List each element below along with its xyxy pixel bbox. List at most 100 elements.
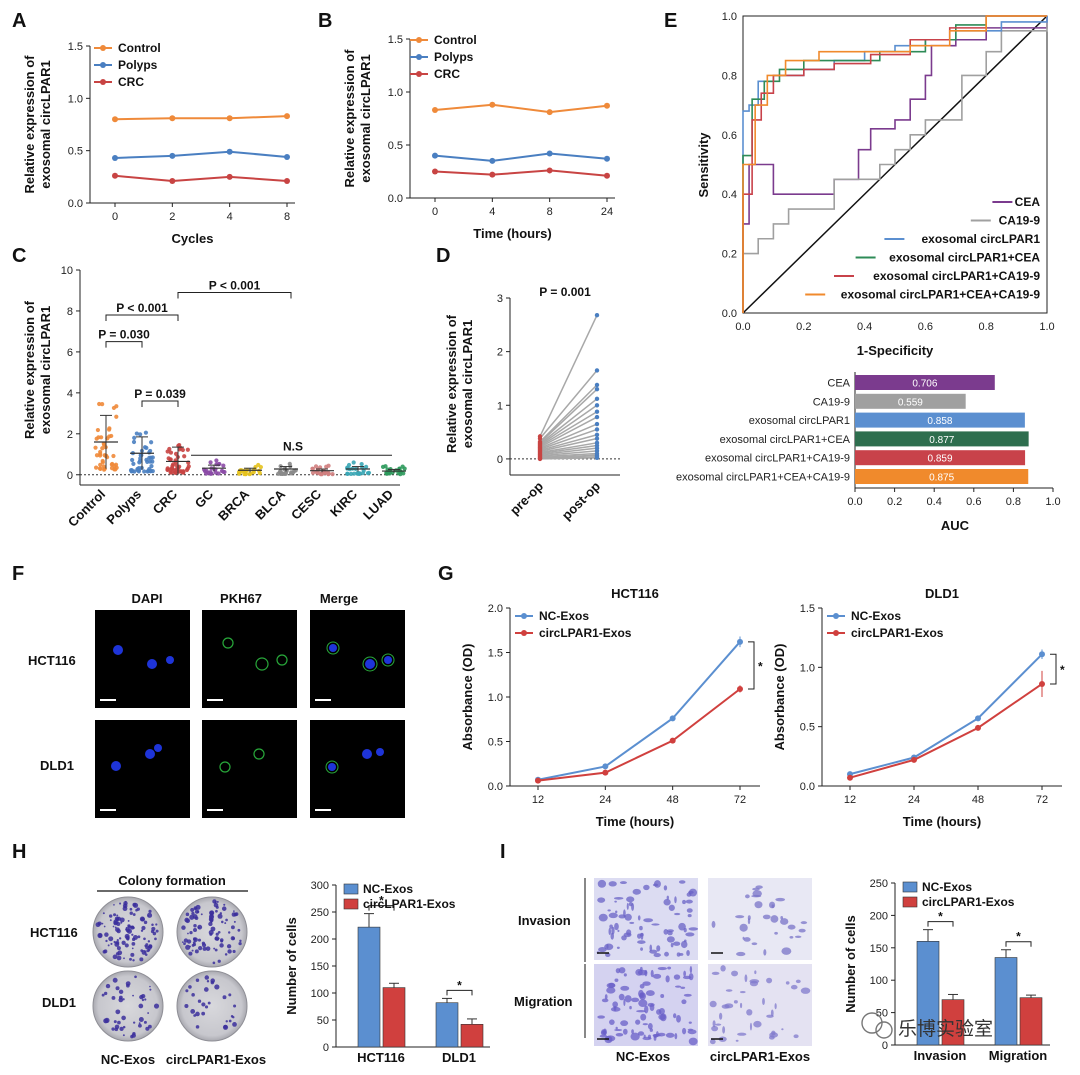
transwell-cell [711, 1025, 719, 1032]
transwell-cell [653, 953, 661, 958]
c-point-control [100, 460, 105, 465]
panel-g1-legend-marker-0 [521, 613, 527, 619]
colony-dot [122, 1025, 126, 1029]
panel-b-series-line-control [434, 103, 608, 114]
d-y-tick-label: 2 [497, 347, 503, 359]
colony-dot [151, 923, 154, 926]
c-point-polyps [142, 469, 147, 474]
panel-h-colony-images: Colony formation HCT116 DLD1 NC-Exos cir… [30, 873, 266, 1067]
wechat-icon-inner [875, 1021, 893, 1039]
panel-i-chart-sig-star-1: * [1016, 930, 1021, 944]
c-point-polyps [135, 467, 140, 472]
colony-dot [228, 1019, 232, 1023]
c-point-control [97, 401, 102, 407]
e2-category-label-3: exosomal circLPAR1+CEA [720, 434, 851, 446]
transwell-cell [664, 951, 669, 957]
f-dapi-nuclei [111, 645, 174, 771]
colony-dot [116, 914, 119, 917]
c-point-polyps [143, 430, 149, 435]
colony-dot [225, 1020, 228, 1023]
panel-h-chart-y-tick-label: 50 [317, 1015, 329, 1027]
colony-dot [101, 993, 105, 997]
transwell-cell [632, 888, 641, 895]
d-pair-line [539, 428, 598, 450]
c-y-label: Relative expression ofexosomal circLPAR1 [22, 300, 53, 439]
panel-h-chart-x-label-dld1: DLD1 [442, 1050, 476, 1065]
c-point-crc [168, 457, 173, 462]
transwell-cell [781, 947, 792, 955]
f-image-dld1-merge [310, 720, 405, 818]
colony-dot [187, 932, 189, 935]
colony-dot [205, 946, 211, 951]
panel-a-y-tick-label: 1.0 [68, 93, 83, 105]
d-pair-line [539, 423, 598, 449]
colony-dot [224, 953, 228, 956]
d-pair-line [539, 437, 598, 453]
c-point-control [98, 462, 103, 467]
d-point-post [594, 312, 600, 318]
colony-dot [231, 912, 237, 917]
colony-dot [198, 945, 203, 951]
d-pair-line [539, 388, 598, 444]
transwell-cell [739, 1002, 743, 1009]
panel-b-point-crc [604, 172, 610, 179]
transwell-cell [763, 949, 767, 956]
transwell-cell [673, 974, 681, 980]
i-row-migration: Migration [514, 994, 573, 1009]
transwell-cell [656, 945, 661, 952]
d-y-tick-label: 0 [497, 454, 503, 466]
c-y-tick-label: 8 [67, 306, 73, 318]
colony-dot [195, 978, 200, 982]
transwell-cell [608, 982, 616, 988]
d-point-post [594, 432, 600, 437]
colony-dot [204, 975, 210, 980]
transwell-cell [611, 926, 615, 935]
panel-b-series-line-polyps [434, 152, 608, 162]
colony-dot [97, 932, 103, 939]
colony-dot [148, 949, 151, 952]
i-image-invasion-lpar [708, 878, 812, 960]
panel-a-x-label: Cycles [172, 231, 214, 246]
panel-i-chart-legend-swatch-1 [902, 896, 918, 908]
panel-i-chart-y-tick-label: 200 [870, 910, 888, 922]
panel-b-point-polyps [489, 157, 496, 164]
colony-dot [102, 912, 105, 915]
transwell-cell [686, 908, 693, 913]
panel-g1-x-tick-label: 72 [734, 794, 746, 806]
transwell-cell [736, 951, 746, 957]
c-bracket-control-crc [105, 314, 179, 322]
panel-g1-title: HCT116 [611, 586, 659, 601]
transwell-cell [666, 936, 675, 943]
panel-d-paired-chart: 0 1 2 3 P = 0.001 Relative expression ofexoso… [444, 285, 620, 523]
transwell-cell [688, 1037, 698, 1046]
colony-dot [116, 929, 121, 934]
panel-b-point-control [489, 101, 496, 108]
panel-letter-e: E [664, 10, 677, 32]
colony-dot [181, 941, 184, 943]
c-point-polyps [147, 450, 152, 455]
colony-dot [220, 939, 224, 943]
panel-a-y-tick-label: 0.0 [68, 198, 83, 210]
panel-b-legend-label: Control [434, 33, 477, 47]
c-point-crc [168, 450, 174, 455]
colony-dot [149, 985, 151, 988]
panel-h-chart-y-tick-label: 200 [311, 934, 329, 946]
transwell-cell [638, 999, 648, 1007]
panel-letter-i: I [500, 841, 506, 863]
colony-dot [193, 1014, 197, 1017]
transwell-cell [683, 939, 687, 943]
e-y-label: Sensitivity [696, 132, 711, 198]
panel-h-chart-sig-star-1: * [457, 978, 462, 992]
panel-a-legend-marker [100, 62, 106, 68]
colony-dot [210, 978, 215, 983]
transwell-cell [657, 966, 668, 971]
e-x-tick-label: 0.0 [735, 321, 750, 333]
panel-g2-x-tick-label: 72 [1036, 794, 1048, 806]
transwell-cell [754, 970, 757, 975]
panel-a-series-line-polyps [114, 150, 288, 159]
e2-bar-1 [855, 393, 966, 409]
colony-dot [124, 943, 129, 948]
transwell-cell [618, 914, 626, 919]
transwell-cell [794, 935, 802, 938]
colony-dot [149, 988, 152, 991]
